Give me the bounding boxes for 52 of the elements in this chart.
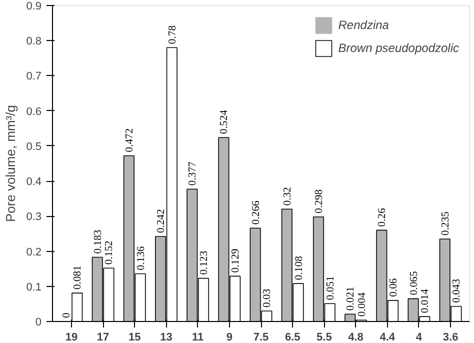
y-axis-title: Pore volume, mm³/g [3, 104, 18, 222]
data-label: 0.136 [136, 246, 147, 270]
data-label: 0.081 [72, 266, 84, 290]
y-tick-label: 0 [35, 316, 42, 328]
data-label: 0.043 [452, 278, 463, 303]
y-tick-label: 0.3 [26, 211, 42, 224]
y-tick-label: 0.6 [26, 106, 42, 118]
data-label: 0.472 [124, 128, 136, 152]
data-label: 0.298 [314, 189, 325, 214]
data-label: 0.108 [294, 256, 305, 280]
data-label: 0.26 [377, 207, 388, 227]
data-label: 0.78 [167, 25, 178, 44]
data-label: 0.377 [188, 160, 199, 186]
data-label: 0.06 [388, 278, 400, 297]
x-tick-label: 3.6 [442, 332, 458, 343]
x-tick-label: 19 [65, 332, 78, 343]
x-tick-label: 17 [96, 332, 110, 343]
data-label: 0.051 [325, 276, 336, 300]
data-label: 0.266 [250, 200, 262, 225]
data-label: 0.004 [356, 292, 368, 317]
y-tick-label: 0.7 [26, 70, 42, 83]
y-tick-label: 0.8 [26, 36, 42, 48]
data-label: 0.242 [156, 209, 168, 234]
data-label: 0.152 [104, 240, 116, 265]
legend-label: Rendzina [338, 18, 389, 32]
data-label: 0.014 [420, 288, 432, 314]
data-label: 0.123 [199, 250, 210, 275]
x-tick-label: 4.8 [348, 332, 364, 343]
x-tick-label: 15 [128, 332, 141, 343]
data-label: 0.129 [230, 248, 242, 273]
data-label: 0 [61, 312, 72, 318]
y-tick-label: 0.2 [26, 246, 42, 258]
data-label: 0.03 [262, 288, 274, 308]
data-label: 0.524 [219, 109, 230, 134]
data-label: 0.021 [346, 286, 357, 311]
x-tick-label: 6.5 [284, 332, 300, 343]
data-label: 0.32 [282, 186, 294, 206]
x-tick-label: 5.5 [316, 332, 332, 343]
y-tick-label: 0.1 [26, 281, 42, 294]
x-tick-label: 9 [226, 332, 232, 343]
legend-label: Brown pseudopodzolic [338, 41, 459, 55]
y-tick-label: 0.4 [26, 176, 42, 188]
x-tick-label: 11 [192, 332, 204, 343]
x-tick-label: 4.4 [380, 332, 396, 343]
data-label: 0.183 [92, 230, 104, 254]
x-tick-label: 7.5 [253, 332, 269, 343]
x-tick-label: 13 [160, 332, 172, 343]
data-label: 0.235 [440, 211, 452, 236]
data-label: 0.065 [408, 271, 420, 296]
y-tick-label: 0.5 [26, 140, 42, 153]
y-tick-label: 0.9 [26, 0, 42, 12]
x-tick-label: 4 [416, 332, 423, 343]
